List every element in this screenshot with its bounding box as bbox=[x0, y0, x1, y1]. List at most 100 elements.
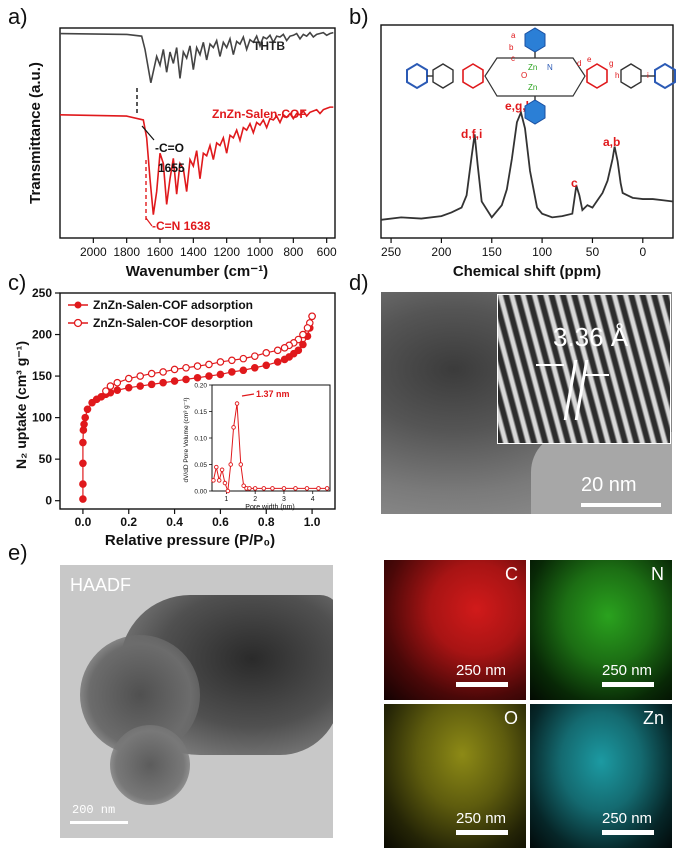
adsorption-point bbox=[262, 361, 271, 370]
inset-ytick-label: 0.10 bbox=[194, 436, 207, 443]
eds-map-carbon: C 250 nm bbox=[384, 560, 526, 700]
adsorption-point bbox=[81, 413, 90, 422]
desorption-point bbox=[280, 344, 289, 352]
adsorption-point bbox=[79, 438, 87, 447]
desorption-point bbox=[239, 354, 248, 363]
adsorption-point bbox=[159, 378, 167, 387]
ftir-xtick-label: 1600 bbox=[147, 245, 174, 259]
inset-ytick-label: 0.15 bbox=[194, 409, 207, 416]
ftir-legend-thtb: THTB bbox=[253, 39, 285, 53]
haadf-scale-bar bbox=[70, 821, 128, 824]
haadf-scale-label: 200 nm bbox=[72, 803, 116, 817]
adsorption-point bbox=[193, 373, 202, 382]
adsorption-point bbox=[113, 386, 122, 395]
adsorption-point bbox=[147, 380, 156, 389]
desorption-point bbox=[182, 363, 190, 372]
struct-label-b: b bbox=[509, 43, 514, 52]
panel-label-b: b) bbox=[349, 4, 369, 29]
panel-label-e: e) bbox=[8, 540, 28, 565]
eds-map-zinc: Zn 250 nm bbox=[530, 704, 672, 848]
salen-core bbox=[484, 57, 586, 97]
desorption-point bbox=[250, 352, 259, 360]
inset-annotation: 1.37 nm bbox=[256, 389, 290, 399]
nmr-xtick-label: 200 bbox=[431, 245, 451, 259]
haadf-label: HAADF bbox=[70, 575, 132, 595]
inset-ytick-label: 0.20 bbox=[194, 383, 207, 390]
panel-label-d: d) bbox=[349, 270, 369, 295]
isotherm-xtick-label: 0.6 bbox=[212, 515, 229, 529]
pore-distribution-point bbox=[293, 486, 298, 491]
isotherm-ytick-label: 50 bbox=[39, 452, 53, 466]
inset-xlabel: Pore width (nm) bbox=[245, 504, 294, 511]
desorption-point bbox=[113, 378, 122, 387]
tem-inset-lattice bbox=[497, 294, 671, 444]
desorption-point bbox=[262, 349, 271, 357]
pore-distribution-point bbox=[304, 486, 310, 491]
ftir-series-thtb bbox=[59, 31, 334, 83]
struct-label-g: g bbox=[609, 59, 613, 68]
adsorption-point bbox=[79, 459, 87, 468]
adsorption-point bbox=[182, 375, 190, 384]
struct-label-h: h bbox=[615, 71, 619, 80]
pore-distribution-point bbox=[261, 486, 267, 491]
nmr-xlabel: Chemical shift (ppm) bbox=[453, 263, 601, 280]
benzene-right-2 bbox=[620, 63, 642, 89]
salen-structure-diagram: a b c d e g h i O N Zn Zn bbox=[406, 27, 676, 125]
adsorption-point bbox=[228, 368, 236, 376]
eds-label-oxygen: O bbox=[503, 708, 518, 728]
isotherm-legend: ZnZn-Salen-COF adsorption ZnZn-Salen-COF… bbox=[68, 298, 253, 330]
pore-distribution-point bbox=[316, 486, 321, 491]
nmr-plot-frame bbox=[380, 24, 674, 239]
isotherm-xlabel: Relative pressure (P/P₀) bbox=[105, 532, 275, 549]
nmr-chart: 250 200 150 100 50 0 Chemical shift (ppm) a,b… bbox=[380, 24, 676, 280]
struct-label-e: e bbox=[587, 55, 592, 64]
tem-bright-edge bbox=[531, 432, 672, 514]
adsorption-point bbox=[136, 382, 145, 390]
desorption-point bbox=[273, 346, 282, 355]
legend-des-marker bbox=[73, 318, 83, 328]
desorption-point bbox=[308, 312, 316, 321]
struct-label-c: c bbox=[511, 54, 515, 63]
ftir-xtick-label: 1000 bbox=[247, 245, 274, 259]
struct-label-n: N bbox=[547, 63, 553, 72]
eds-scale-label-nitrogen: 250 nm bbox=[602, 662, 653, 679]
desorption-point bbox=[228, 356, 236, 365]
adsorption-point bbox=[79, 495, 87, 503]
ftir-annotation-cn: -C=N 1638 bbox=[152, 219, 211, 233]
pore-distribution-point bbox=[238, 462, 244, 467]
ftir-plot-frame bbox=[59, 27, 336, 239]
eds-map-oxygen: O 250 nm bbox=[384, 704, 526, 848]
pore-size-inset: 1 2 3 4 0.00 0.05 0.10 0.15 0.20 dV/dD Pore Volu… bbox=[183, 383, 331, 511]
pore-distribution-point bbox=[225, 488, 231, 494]
nmr-annotation-c: c bbox=[571, 176, 578, 190]
phenyl-top bbox=[524, 27, 546, 53]
inset-frame bbox=[211, 384, 331, 492]
ftir-xtick-label: 600 bbox=[317, 245, 337, 259]
nmr-xtick-label: 50 bbox=[586, 245, 600, 259]
legend-ads-marker bbox=[74, 301, 82, 309]
eds-label-zinc: Zn bbox=[642, 708, 664, 728]
pore-distribution-point bbox=[222, 480, 228, 486]
struct-label-zn2: Zn bbox=[528, 83, 537, 92]
isotherm-ytick-label: 250 bbox=[32, 286, 52, 300]
adsorption-point bbox=[79, 480, 87, 488]
adsorption-point bbox=[170, 377, 179, 385]
ftir-xlabel: Wavenumber (cm⁻¹) bbox=[126, 263, 268, 280]
isotherm-ytick-label: 100 bbox=[32, 411, 52, 425]
lattice-spacing-label: 3.36 Å bbox=[553, 322, 629, 352]
eds-map-nitrogen: N 250 nm bbox=[530, 560, 672, 700]
desorption-point bbox=[205, 360, 213, 369]
desorption-point bbox=[159, 368, 167, 376]
isotherm-ylabel: N₂ uptake (cm³ g⁻¹) bbox=[13, 341, 29, 469]
adsorption-point bbox=[239, 366, 248, 375]
eds-scale-bar-oxygen bbox=[456, 830, 508, 835]
isotherm-plot-frame bbox=[59, 292, 336, 510]
desorption-point bbox=[193, 362, 202, 370]
adsorption-point bbox=[205, 372, 213, 380]
adsorption-point bbox=[124, 383, 133, 392]
panel-label-c: c) bbox=[8, 270, 27, 295]
haadf-particle-bottom bbox=[110, 725, 190, 805]
isotherm-xtick-label: 0.4 bbox=[166, 515, 183, 529]
lattice-arrow-left bbox=[536, 364, 564, 366]
benzene-right-1 bbox=[586, 63, 608, 89]
